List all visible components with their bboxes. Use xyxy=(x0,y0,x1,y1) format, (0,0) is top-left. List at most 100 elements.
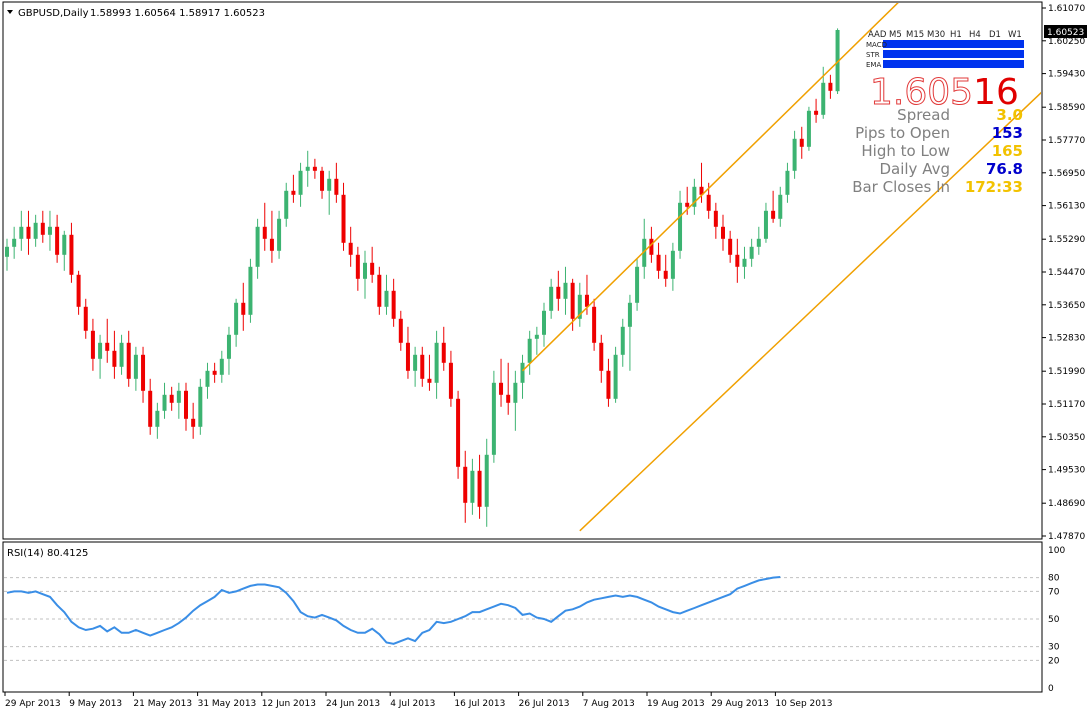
candle-bear xyxy=(355,254,360,279)
candle-bull xyxy=(226,334,231,359)
candle-bull xyxy=(363,262,367,279)
candle-bull xyxy=(298,170,303,195)
rsi-axis-label: 100 xyxy=(1048,546,1065,556)
channel-lower-line xyxy=(579,91,1041,532)
timeframe-label[interactable]: M15 xyxy=(906,30,924,40)
price-axis-label: 1.52830 xyxy=(1048,334,1085,344)
candle-bear xyxy=(262,226,267,239)
candle-bear xyxy=(649,238,654,255)
ohlc-label: 1.58993 1.60564 1.58917 1.60523 xyxy=(90,8,265,19)
candle-bear xyxy=(441,342,446,363)
candle-bull xyxy=(742,258,747,267)
info-row-label: Pips to Open xyxy=(855,124,950,142)
candle-bear xyxy=(398,318,403,343)
date-axis-label: 16 Jul 2013 xyxy=(454,699,505,709)
date-axis-label: 26 Jul 2013 xyxy=(519,699,570,709)
candle-bear xyxy=(26,226,31,239)
timeframe-label[interactable]: AAD xyxy=(868,30,887,40)
price-axis-label: 1.58590 xyxy=(1048,103,1085,113)
channel-upper-line xyxy=(521,3,899,372)
candle-bull xyxy=(513,382,518,403)
candle-bear xyxy=(377,274,382,307)
candle-bear xyxy=(348,242,353,255)
candle-bear xyxy=(334,178,339,195)
info-row-value: 3.0 xyxy=(996,106,1023,124)
price-axis-label: 1.51170 xyxy=(1048,400,1085,410)
candle-bull xyxy=(205,370,210,387)
candle-bull xyxy=(613,354,618,399)
candle-bear xyxy=(126,342,131,379)
info-row-value: 165 xyxy=(992,142,1023,160)
timeframe-label[interactable]: M30 xyxy=(927,30,945,40)
candle-bear xyxy=(420,354,425,379)
candle-bear xyxy=(269,238,274,251)
date-axis-label: 4 Jul 2013 xyxy=(390,699,435,709)
candle-bull xyxy=(749,246,754,259)
candle-bull xyxy=(305,166,310,171)
timeframe-label[interactable]: D1 xyxy=(989,30,1001,40)
candle-bear xyxy=(141,354,146,391)
big-price: 1.60516 xyxy=(870,72,1019,113)
rsi-axis-label: 70 xyxy=(1048,587,1060,597)
price-axis-label: 1.59430 xyxy=(1048,70,1085,80)
date-axis-label: 24 Jun 2013 xyxy=(326,699,380,709)
price-axis-label: 1.51990 xyxy=(1048,367,1085,377)
candle-bull xyxy=(434,342,439,383)
candle-bull xyxy=(248,266,253,315)
channel-lines xyxy=(521,3,1041,532)
candle-bull xyxy=(219,358,224,375)
indicator-bar xyxy=(883,40,1024,48)
price-axis-label: 1.56130 xyxy=(1048,202,1085,212)
candle-bear xyxy=(556,286,561,299)
symbol-dropdown-icon[interactable] xyxy=(7,10,13,14)
candle-bull xyxy=(5,246,9,257)
candle-bull xyxy=(527,338,532,363)
candle-bear xyxy=(291,190,296,195)
price-axis-label: 1.48690 xyxy=(1048,499,1085,509)
candle-bear xyxy=(584,294,589,307)
indicator-bar xyxy=(883,50,1024,58)
candle-bear xyxy=(814,110,819,115)
timeframe-row: AAD M5 M15 M30 H1 H4 D1 W1 xyxy=(868,30,1022,40)
date-axis: 29 Apr 2013 9 May 2013 21 May 2013 31 May 2… xyxy=(4,692,832,709)
candle-bear xyxy=(463,466,468,503)
info-row-value: 76.8 xyxy=(986,160,1023,178)
candle-bull xyxy=(635,266,640,303)
candle-bear xyxy=(105,342,110,351)
big-price-main: 1.605 xyxy=(870,72,973,113)
timeframe-label[interactable]: W1 xyxy=(1008,30,1022,40)
candle-bear xyxy=(191,418,196,427)
candle-bull xyxy=(62,234,67,255)
candle-bear xyxy=(320,170,325,191)
candle-bear xyxy=(341,194,346,243)
candle-bull xyxy=(255,226,260,267)
candle-bull xyxy=(234,302,239,335)
info-rows: Spread 3.0 Pips to Open 153 High to Low 165 Da… xyxy=(852,106,1023,196)
candle-bull xyxy=(484,454,489,507)
timeframe-label[interactable]: M5 xyxy=(889,30,902,40)
date-axis-label: 29 Apr 2013 xyxy=(5,699,61,709)
candle-bear xyxy=(90,330,95,359)
timeframe-label[interactable]: H4 xyxy=(969,30,981,40)
candle-bear xyxy=(40,222,45,235)
candle-bear xyxy=(55,226,60,255)
candle-bull xyxy=(198,386,203,427)
candle-bear xyxy=(685,202,690,207)
candle-bear xyxy=(713,210,718,227)
candle-bear xyxy=(735,254,740,267)
candle-bull xyxy=(327,178,332,191)
price-axis-label: 1.53650 xyxy=(1048,301,1085,311)
timeframe-label[interactable]: H1 xyxy=(950,30,962,40)
candle-bear xyxy=(83,306,88,331)
rsi-axis-label: 20 xyxy=(1048,656,1060,666)
info-panel: AAD M5 M15 M30 H1 H4 D1 W1 MACD STR EMA 1.60516 S… xyxy=(852,30,1024,196)
candle-bull xyxy=(778,194,783,219)
candle-bull xyxy=(520,362,525,383)
date-axis-label: 29 Aug 2013 xyxy=(711,699,769,709)
info-row-label: Daily Avg xyxy=(879,160,950,178)
candle-bear xyxy=(456,398,461,467)
indicator-label: EMA xyxy=(866,61,881,69)
candle-bear xyxy=(663,270,668,279)
candle-bull xyxy=(534,334,539,339)
